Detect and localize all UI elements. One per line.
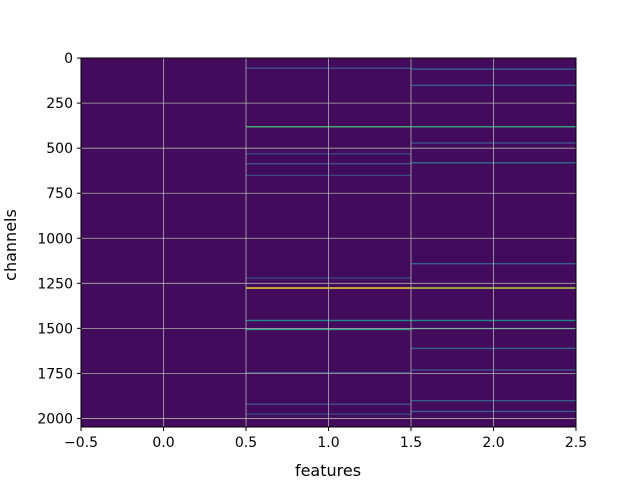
x-axis-label: features	[295, 461, 361, 480]
y-tick-label: 0	[64, 51, 73, 67]
y-axis-ticks: 0 250 500 750 1000 1250 1500 1750 2000	[37, 51, 81, 427]
y-tick-label: 2000	[37, 411, 73, 427]
y-tick-label: 1750	[37, 366, 73, 382]
x-tick-label: 1.0	[317, 435, 339, 451]
y-axis-label: channels	[1, 209, 20, 281]
y-tick-label: 250	[46, 96, 73, 112]
x-tick-label: −0.5	[64, 435, 98, 451]
x-tick-label: 2.0	[482, 435, 504, 451]
x-axis-ticks: −0.5 0.0 0.5 1.0 1.5 2.0 2.5	[64, 427, 587, 451]
y-tick-label: 1250	[37, 276, 73, 292]
grid-lines	[80, 57, 577, 427]
y-tick-label: 1500	[37, 321, 73, 337]
x-tick-label: 0.5	[235, 435, 257, 451]
x-tick-label: 1.5	[400, 435, 422, 451]
y-tick-label: 1000	[37, 231, 73, 247]
y-tick-label: 500	[46, 141, 73, 157]
x-tick-label: 0.0	[152, 435, 174, 451]
x-tick-label: 2.5	[565, 435, 587, 451]
y-tick-label: 750	[46, 186, 73, 202]
